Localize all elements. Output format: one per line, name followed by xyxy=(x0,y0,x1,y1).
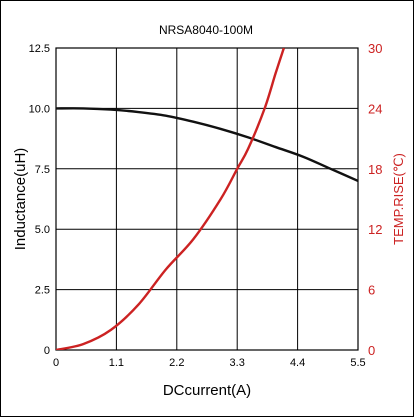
y-left-tick-label: 10.0 xyxy=(29,103,50,115)
x-tick-label: 4.4 xyxy=(290,357,305,369)
y-left-tick-label: 0 xyxy=(44,345,50,357)
x-tick-label: 2.2 xyxy=(169,357,184,369)
y-left-axis-label: Inductance(uH) xyxy=(12,148,29,251)
y-left-tick-label: 2.5 xyxy=(35,285,50,297)
y-right-tick-label: 30 xyxy=(368,41,382,56)
y-left-tick-label: 5.0 xyxy=(35,224,50,236)
y-right-tick-label: 0 xyxy=(368,343,375,358)
chart-title: NRSA8040-100M xyxy=(159,23,253,37)
y-left-tick-label: 7.5 xyxy=(35,164,50,176)
series-line-temp-rise xyxy=(56,48,286,350)
plot-area xyxy=(55,47,359,351)
x-tick-label: 5.5 xyxy=(350,357,365,369)
y-right-tick-label: 18 xyxy=(368,162,382,177)
x-ticks: 0 1.1 2.2 3.3 4.4 5.5 xyxy=(53,357,366,369)
y-right-tick-label: 12 xyxy=(368,222,382,237)
y-right-ticks: 0 6 12 18 24 30 xyxy=(368,41,382,358)
x-tick-label: 0 xyxy=(53,357,59,369)
y-left-ticks: 0 2.5 5.0 7.5 10.0 12.5 xyxy=(29,43,50,357)
y-right-tick-label: 24 xyxy=(368,101,382,116)
x-axis-label: DCcurrent(A) xyxy=(163,382,251,399)
x-tick-label: 3.3 xyxy=(230,357,245,369)
series-group xyxy=(56,48,358,350)
x-tick-label: 1.1 xyxy=(109,357,124,369)
y-right-tick-label: 6 xyxy=(368,283,375,298)
series-line-inductance xyxy=(56,107,358,182)
y-right-axis-label: TEMP.RISE(℃) xyxy=(391,153,406,245)
y-left-tick-label: 12.5 xyxy=(29,43,50,55)
